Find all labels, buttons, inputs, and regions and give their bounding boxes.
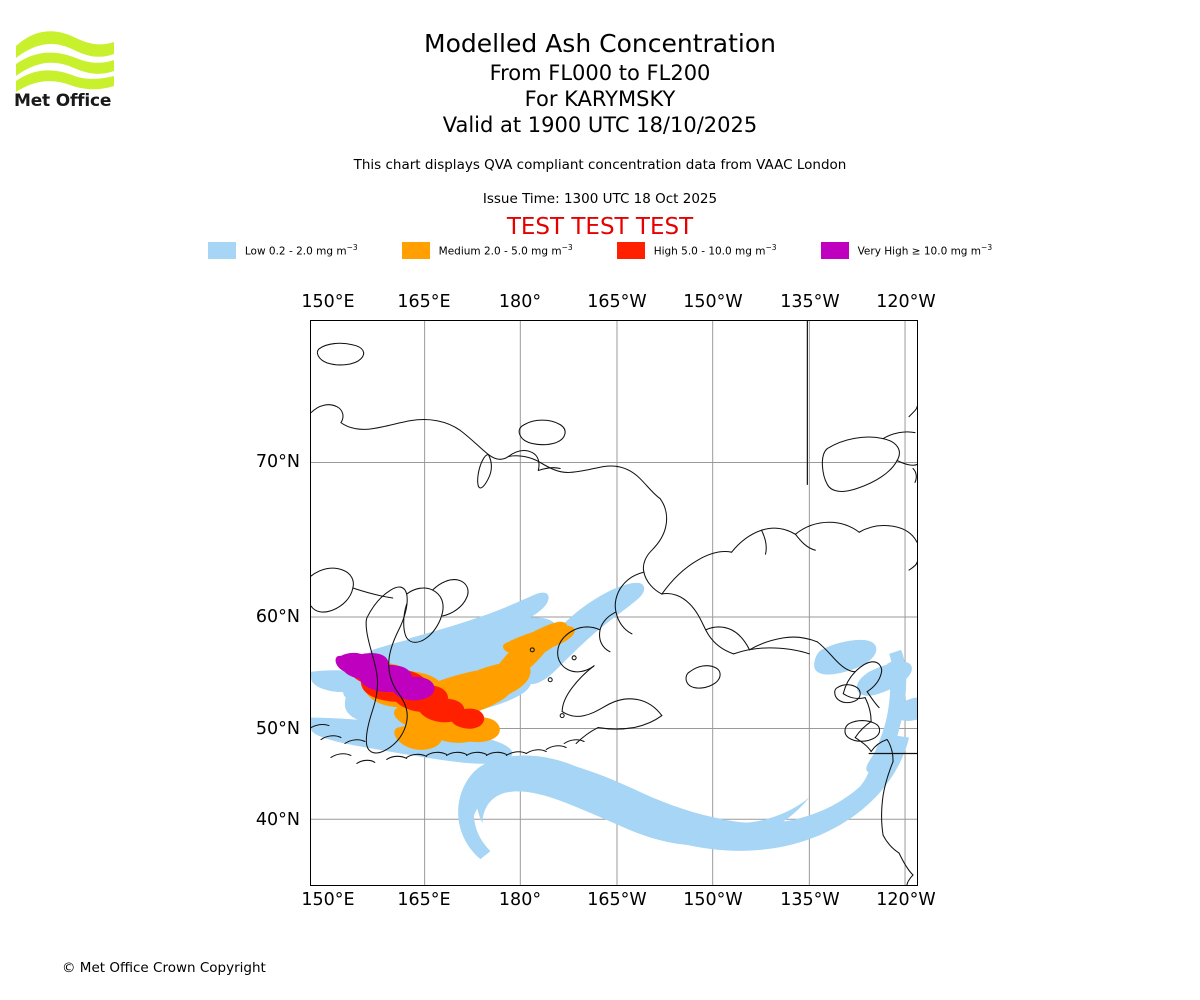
lat-tick-label: 50°N xyxy=(255,719,300,739)
concentration-legend: Low 0.2 - 2.0 mg m−3 Medium 2.0 - 5.0 mg … xyxy=(0,242,1200,259)
met-office-logo xyxy=(14,24,124,114)
coastlines xyxy=(311,321,917,885)
lat-tick-label: 60°N xyxy=(255,607,300,627)
test-banner: TEST TEST TEST xyxy=(506,214,694,240)
legend-label-high: High 5.0 - 10.0 mg m−3 xyxy=(653,243,777,258)
lon-tick-label: 150°W xyxy=(683,292,743,312)
legend-item-low: Low 0.2 - 2.0 mg m−3 xyxy=(207,242,358,259)
map-canvas xyxy=(311,321,917,885)
lon-tick-label: 165°W xyxy=(587,890,647,910)
lon-tick-label: 180° xyxy=(498,890,542,910)
lat-tick-label: 40°N xyxy=(255,810,300,830)
legend-swatch-high xyxy=(616,242,645,259)
legend-swatch-low xyxy=(207,242,236,259)
lon-tick-label: 120°W xyxy=(876,890,936,910)
legend-label-medium: Medium 2.0 - 5.0 mg m−3 xyxy=(438,243,573,258)
lon-tick-label: 165°E xyxy=(397,292,451,312)
legend-swatch-medium xyxy=(401,242,430,259)
lon-tick-label: 135°W xyxy=(780,292,840,312)
legend-swatch-very-high xyxy=(820,242,849,259)
volcano-name: For KARYMSKY xyxy=(524,87,676,111)
legend-item-high: High 5.0 - 10.0 mg m−3 xyxy=(616,242,777,259)
lon-tick-label: 120°W xyxy=(876,292,936,312)
issue-time: Issue Time: 1300 UTC 18 Oct 2025 xyxy=(482,191,718,207)
lon-tick-label: 135°W xyxy=(780,890,840,910)
lon-tick-label: 165°W xyxy=(587,292,647,312)
title-block: Modelled Ash Concentration From FL000 to… xyxy=(0,28,1200,138)
flight-level-range: From FL000 to FL200 xyxy=(489,61,711,85)
lon-tick-label: 165°E xyxy=(397,890,451,910)
met-office-logo-text: Met Office xyxy=(14,91,112,111)
lat-tick-label: 70°N xyxy=(255,452,300,472)
lon-tick-label: 150°E xyxy=(301,292,355,312)
legend-item-medium: Medium 2.0 - 5.0 mg m−3 xyxy=(401,242,573,259)
legend-label-very-high: Very High ≥ 10.0 mg m−3 xyxy=(857,243,993,258)
lon-tick-label: 180° xyxy=(498,292,542,312)
legend-item-very-high: Very High ≥ 10.0 mg m−3 xyxy=(820,242,993,259)
valid-time: Valid at 1900 UTC 18/10/2025 xyxy=(442,113,758,137)
chart-note: This chart displays QVA compliant concen… xyxy=(353,157,847,173)
lon-tick-label: 150°W xyxy=(683,890,743,910)
page-title: Modelled Ash Concentration xyxy=(424,29,776,58)
map-plot-area xyxy=(310,320,918,886)
lon-tick-label: 150°E xyxy=(301,890,355,910)
copyright-notice: © Met Office Crown Copyright xyxy=(62,960,266,976)
legend-label-low: Low 0.2 - 2.0 mg m−3 xyxy=(244,243,358,258)
